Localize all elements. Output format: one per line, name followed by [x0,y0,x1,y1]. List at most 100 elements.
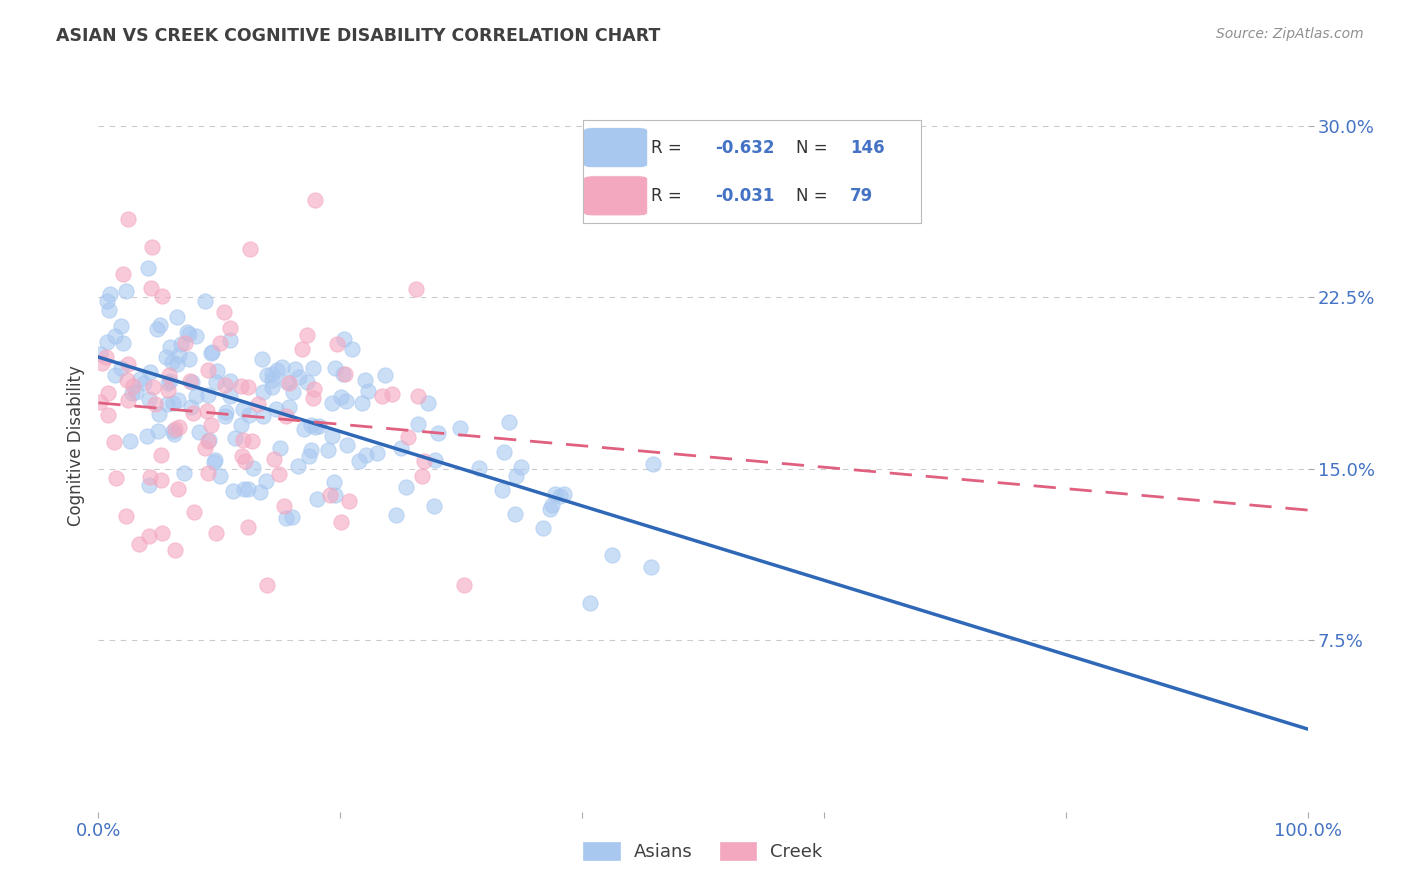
Point [278,400,301,414]
Text: N =: N = [796,139,832,157]
Point [288,369,311,384]
Point [295,327,318,342]
Point [249,485,271,500]
Point [252,385,274,400]
FancyBboxPatch shape [583,128,648,168]
Point [337,494,360,508]
Point [150,448,173,462]
Point [510,459,533,474]
Point [287,458,309,473]
Point [231,418,253,433]
Point [256,578,278,592]
Point [229,379,252,393]
Point [274,409,297,424]
Point [219,334,242,348]
Point [250,351,273,366]
Point [264,401,287,416]
Point [494,444,516,458]
Point [325,337,347,351]
Point [160,355,183,369]
Point [298,449,321,463]
Point [304,382,326,396]
Point [148,407,170,421]
Point [181,406,204,420]
Point [197,434,219,448]
Point [115,373,138,387]
Point [110,361,132,376]
Point [159,340,181,354]
Point [156,376,179,390]
Point [112,336,135,351]
Point [266,362,288,376]
Point [405,282,427,296]
Point [138,260,160,275]
Point [274,511,297,525]
Point [141,240,163,254]
Point [333,367,356,381]
Point [270,359,292,374]
Point [89,347,111,361]
Text: R =: R = [651,187,688,205]
Point [354,372,377,386]
Point [117,357,139,371]
Point [204,453,226,467]
Point [184,329,207,343]
Point [299,418,322,433]
Point [579,596,602,610]
Point [232,402,254,417]
Point [117,393,139,408]
Point [117,211,139,226]
Point [208,468,231,483]
Point [165,542,187,557]
Point [395,480,418,494]
Point [411,469,433,483]
Point [323,361,346,376]
Text: ASIAN VS CREEK COGNITIVE DISABILITY CORRELATION CHART: ASIAN VS CREEK COGNITIVE DISABILITY CORR… [56,27,661,45]
Text: N =: N = [796,187,832,205]
Point [449,421,471,435]
Point [110,318,132,333]
Point [335,393,357,408]
Point [256,368,278,383]
Point [640,560,662,574]
FancyBboxPatch shape [583,176,648,216]
Point [166,393,188,408]
Point [408,388,430,402]
Point [416,396,439,410]
Point [208,335,231,350]
Point [212,305,235,319]
Point [121,385,143,400]
Point [170,336,193,351]
Point [297,375,319,389]
Point [260,367,283,381]
Point [224,431,246,445]
Point [302,360,325,375]
Text: R =: R = [651,139,688,157]
Point [283,384,305,399]
Point [143,397,166,411]
Point [236,379,259,393]
Point [321,395,343,409]
Point [276,375,298,389]
Text: -0.031: -0.031 [716,187,775,205]
Point [231,449,253,463]
Point [103,329,125,343]
Point [321,428,343,442]
Point [115,284,138,298]
Point [381,387,404,401]
Point [149,318,172,333]
Point [94,350,117,364]
Point [120,434,142,449]
Point [329,516,352,530]
Point [453,578,475,592]
Point [162,396,184,410]
Point [159,374,181,388]
Point [202,455,225,469]
Point [167,482,190,496]
Point [128,537,150,551]
Point [173,335,195,350]
Point [218,374,240,388]
Point [139,365,162,379]
Point [242,461,264,475]
Point [188,425,211,439]
